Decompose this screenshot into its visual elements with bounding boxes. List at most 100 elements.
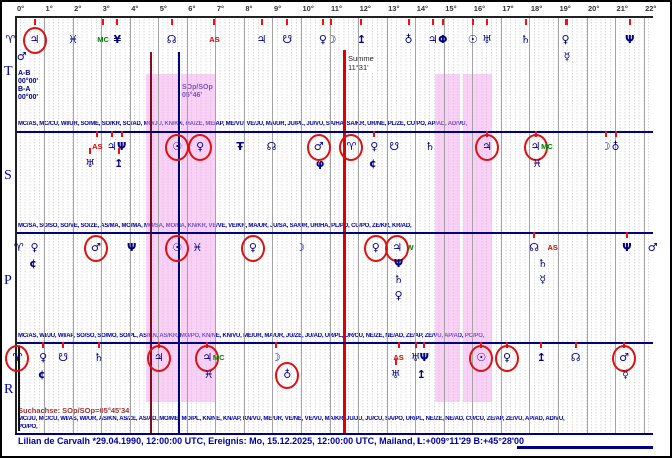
ruler-degree-label: 4°	[131, 4, 139, 13]
neptune-icon: Ψ	[419, 351, 429, 364]
ruler-degree-label: 18°	[530, 4, 543, 13]
venus-icon: ♀	[394, 289, 403, 302]
left-axis	[15, 16, 17, 433]
ba-value: 00°00'	[18, 94, 39, 101]
transit-tick	[42, 342, 45, 348]
south-node-icon: ☋	[58, 351, 68, 364]
degree-line	[101, 16, 102, 433]
ruler-degree-label: 14°	[416, 4, 429, 13]
kronos-icon: ♁	[611, 140, 620, 153]
mercury-icon: ☿	[539, 273, 547, 286]
saturn-icon: ♄	[93, 351, 104, 364]
ruler-degree-label: 3°	[102, 4, 110, 13]
venus-icon: ♀	[39, 351, 48, 364]
transit-tick	[394, 359, 397, 365]
highlight-circle	[469, 345, 494, 372]
degree-line	[529, 16, 530, 433]
transit-tick	[89, 148, 92, 154]
degree-line	[587, 16, 588, 433]
highlight-circle	[495, 345, 520, 372]
ruler-degree-label: 2°	[74, 4, 82, 13]
cupido-icon: ¢	[37, 368, 46, 381]
ruler-degree-label: 0°	[17, 4, 25, 13]
ruler-degree-label: 1°	[45, 4, 53, 13]
highlight-circle	[83, 235, 108, 262]
highlight-circle	[306, 134, 331, 161]
saturn-icon: ♄	[520, 33, 531, 46]
transit-tick	[110, 131, 113, 137]
ruler-degree-label: 6°	[188, 4, 196, 13]
transit-tick	[628, 19, 631, 25]
transit-tick	[102, 19, 105, 25]
ruler-degree-label: 21°	[616, 4, 628, 13]
degree-line	[244, 16, 245, 433]
south-node-icon: ☋	[389, 140, 400, 153]
ascendant-label: AS	[547, 243, 558, 252]
hades-icon: Ŧ	[236, 140, 244, 153]
ruler-degree-label: 7°	[216, 4, 225, 13]
ba-label: B-A	[18, 86, 31, 93]
degree-line	[330, 16, 331, 433]
ruler-degree-label: 8°	[245, 4, 253, 13]
transit-tick	[62, 342, 65, 348]
transit-tick	[614, 131, 617, 137]
band-letter-T: T	[4, 64, 13, 79]
transit-tick	[524, 19, 527, 25]
vulkanus-icon: ↥	[536, 351, 546, 364]
vulkanus-icon: ↥	[356, 33, 367, 46]
midpoint-row-3: MC/AS, WI/JU, WI/AP, SO/SO, SO/MO, SO/PL…	[18, 333, 485, 339]
mars-icon: ♂	[16, 50, 27, 63]
transit-tick	[360, 19, 363, 25]
vulkanus-icon: ↥	[416, 368, 427, 381]
transit-tick	[564, 19, 567, 25]
degree-line	[215, 16, 216, 433]
saturn-icon: ♄	[537, 257, 548, 270]
midpoint-row-2: MC/SA, SO/SO, SO/VE, SO/ZE, AS/MA, MO/MA…	[18, 223, 412, 229]
transit-tick	[373, 131, 376, 137]
ruler-degree-label: 20°	[588, 4, 600, 13]
transit-tick	[97, 342, 100, 348]
highlight-circle	[385, 235, 410, 262]
transit-tick	[321, 19, 324, 25]
bottom-rule	[517, 446, 653, 449]
transit-tick	[96, 131, 99, 137]
transit-tick	[407, 19, 410, 25]
degree-line	[472, 16, 473, 433]
degree-line	[615, 16, 616, 433]
mercury-icon: ☿	[563, 50, 571, 63]
degree-line	[44, 16, 45, 433]
transit-tick	[625, 232, 628, 238]
transit-tick	[423, 342, 426, 348]
transit-tick	[260, 19, 263, 25]
degree-line	[558, 16, 559, 433]
zeus-icon: ♃	[256, 33, 267, 46]
ascendant-label: AS	[209, 35, 220, 44]
ruler-degree-label: 5°	[159, 4, 167, 13]
wi-label: W	[406, 243, 414, 252]
highlight-circle	[275, 362, 300, 389]
degree-line	[158, 16, 159, 433]
transit-tick	[213, 19, 216, 25]
uranus-icon: ♅	[410, 351, 421, 364]
mc-label: MC	[212, 353, 225, 362]
summe-title: Summe	[348, 54, 374, 63]
ruler-degree-label: 12°	[359, 4, 371, 13]
highlight-circle	[5, 345, 30, 372]
moon-icon: ☽	[326, 33, 337, 46]
uranus-icon: ♅	[85, 157, 96, 170]
sun-icon: ☉	[467, 33, 478, 46]
highlight-band	[435, 74, 460, 402]
vulkanus-icon: ↥	[114, 157, 124, 170]
statusbar-coordinates: L:+009°11'29 B:+45°28'00	[417, 436, 525, 446]
ruler-degree-label: 10°	[302, 4, 314, 13]
ascendant-label: AS	[393, 353, 404, 362]
highlight-circle	[475, 134, 500, 161]
degree-line	[187, 16, 188, 433]
transit-tick	[574, 342, 577, 348]
midpoint-row-1: MC/AS, MC/CU, WI/UR, SO/ME, SO/KR, SO/AD…	[18, 121, 467, 127]
transit-tick	[33, 19, 36, 25]
ruler-degree-label: 22°	[645, 4, 657, 13]
ruler-baseline	[15, 16, 653, 18]
highlight-circle	[363, 235, 388, 262]
